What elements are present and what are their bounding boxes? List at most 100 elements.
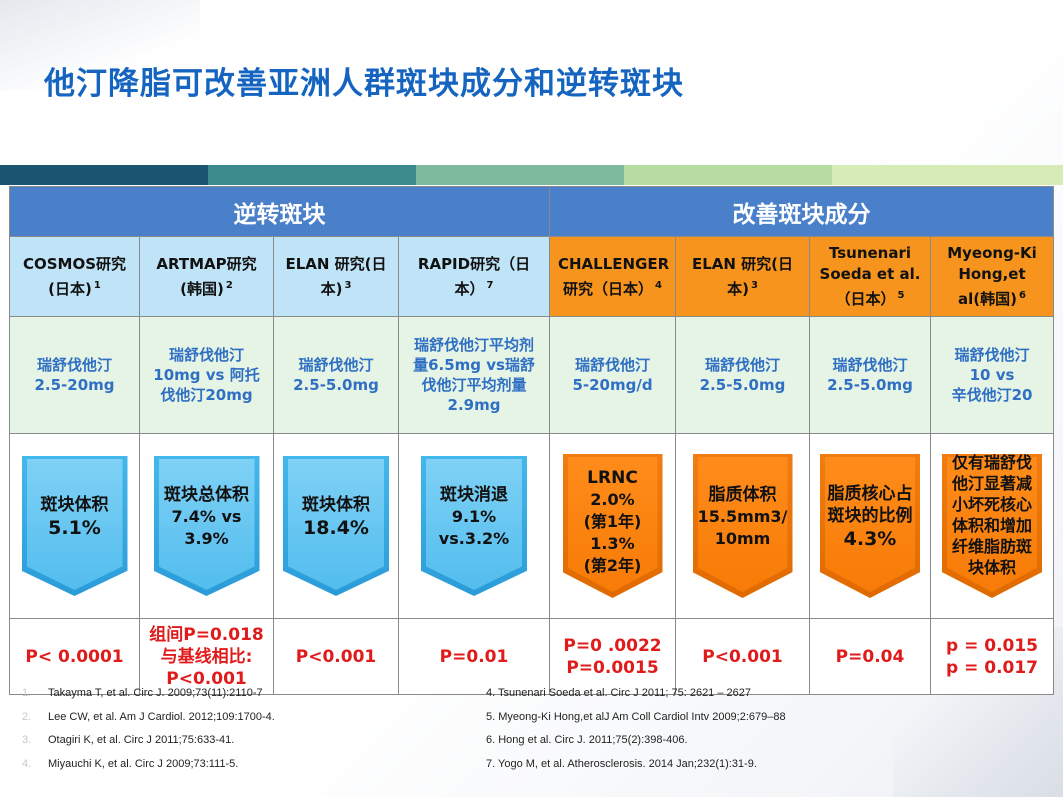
result-text: 斑块消退 9.1% vs.3.2% <box>439 484 509 568</box>
result-label: 斑块总体积 <box>164 485 249 505</box>
result-label: 脂质核心占斑块的比例 <box>827 484 913 526</box>
result-cell: LRNC 2.0% (第1年) 1.3% (第2年) <box>549 433 676 619</box>
group-header-row: 逆转斑块 改善斑块成分 <box>9 186 1054 237</box>
reference-index: 4. <box>22 757 32 770</box>
reference-text: Lee CW, et al. Am J Cardiol. 2012;109:17… <box>48 710 275 723</box>
study-name: Myeong-Ki Hong,et al(韩国) <box>947 244 1037 308</box>
arrow-fill <box>26 459 123 590</box>
result-label: 斑块体积 <box>302 495 370 515</box>
reference-number: 4 <box>655 279 662 291</box>
result-label: 斑块消退 <box>440 485 508 505</box>
dose-cell: 瑞舒伐他汀平均剂量6.5mg vs瑞舒伐他汀平均剂量2.9mg <box>398 316 550 434</box>
study-name: RAPID研究（日本） <box>417 254 531 298</box>
pvalue-cell: P=0.04 <box>809 618 931 695</box>
reference-index: 1. <box>22 687 32 699</box>
study-name: CHALLENGER 研究（日本） <box>558 254 670 298</box>
reference-number: 2 <box>225 279 233 291</box>
study-name-cell: ELAN 研究(日本) 3 <box>675 236 810 317</box>
arrow-fill <box>825 457 915 592</box>
result-cell: 仅有瑞舒伐他汀显著减小坏死核心体积和增加纤维脂肪斑块体积 <box>930 433 1054 619</box>
study-name: ELAN 研究(日本) <box>691 254 794 298</box>
dose-text: 瑞舒伐他汀平均剂量6.5mg vs瑞舒伐他汀平均剂量2.9mg <box>413 336 535 414</box>
dose-text: 瑞舒伐他汀 2.5-5.0mg <box>827 356 913 394</box>
study-name: ELAN 研究(日本) <box>285 254 387 298</box>
result-value: 4.3% <box>843 528 897 550</box>
dose-cell: 瑞舒伐他汀 10mg vs 阿托伐他汀20mg <box>139 316 274 434</box>
arrow-fill <box>288 459 384 590</box>
pvalue-cell: P< 0.0001 <box>9 618 140 695</box>
result-row: 斑块体积 5.1% 斑块总体积 7.4% vs 3.9% 斑块体积 18.4% 斑块消退 9.… <box>9 433 1054 619</box>
references-left: 1. Takayma T, et al. Circ J. 2009;73(11):… <box>22 682 275 776</box>
reference-index: 3. <box>22 734 32 746</box>
pvalue-cell: 组间P=0.018 与基线相比: P<0.001 <box>139 618 274 695</box>
result-value: 15.5mm3/ 10mm <box>697 507 788 548</box>
dose-text: 瑞舒伐他汀 2.5-5.0mg <box>293 356 379 394</box>
dose-cell: 瑞舒伐他汀 10 vs 辛伐他汀20 <box>930 316 1054 434</box>
result-cell: 斑块体积 5.1% <box>9 433 140 619</box>
reference-number: 7 <box>486 279 494 291</box>
reference-item: 4. Tsunenari Soeda et al. Circ J 2011; 7… <box>486 687 751 699</box>
pvalue-row: P< 0.0001 组间P=0.018 与基线相比: P<0.001 P<0.001… <box>9 618 1054 695</box>
result-cell: 斑块消退 9.1% vs.3.2% <box>398 433 550 619</box>
dose-cell: 瑞舒伐他汀 2.5-5.0mg <box>809 316 931 434</box>
pvalue-text: P=0 .0022 P=0.0015 <box>563 635 662 678</box>
group-header-reverse: 逆转斑块 <box>9 186 550 237</box>
result-text: LRNC 2.0% (第1年) 1.3% (第2年) <box>584 467 642 585</box>
dose-cell: 瑞舒伐他汀 2.5-5.0mg <box>675 316 810 434</box>
result-value: 5.1% <box>48 517 101 539</box>
result-text: 脂质核心占斑块的比例 4.3% <box>820 483 920 569</box>
dose-row: 瑞舒伐他汀 2.5-20mg 瑞舒伐他汀 10mg vs 阿托伐他汀20mg 瑞舒伐… <box>9 316 1054 434</box>
color-bar <box>0 165 1063 185</box>
corner-decoration-top <box>0 0 200 90</box>
down-arrow-orange: LRNC 2.0% (第1年) 1.3% (第2年) <box>562 454 663 598</box>
arrow-fill <box>426 459 522 590</box>
reference-item: 6. Hong et al. Circ J. 2011;75(2):398-40… <box>486 734 688 746</box>
result-text: 斑块总体积 7.4% vs 3.9% <box>164 484 249 568</box>
result-cell: 斑块总体积 7.4% vs 3.9% <box>139 433 274 619</box>
result-cell: 斑块体积 18.4% <box>273 433 399 619</box>
study-name-cell: CHALLENGER 研究（日本） 4 <box>549 236 676 317</box>
result-label: LRNC <box>587 468 638 488</box>
color-bar-segment <box>624 165 832 185</box>
study-row: COSMOS研究(日本) 1 ARTMAP研究(韩国) 2 ELAN 研究(日本) 3 RA… <box>9 236 1054 317</box>
reference-item: 3. Otagiri K, et al. Circ J 2011;75:633-4… <box>22 729 275 753</box>
pvalue-text: p = 0.015 p = 0.017 <box>945 635 1039 678</box>
references-right: 4. Tsunenari Soeda et al. Circ J 2011; 7… <box>486 682 786 776</box>
study-name-cell: RAPID研究（日本） 7 <box>398 236 550 317</box>
result-label: 斑块体积 <box>40 495 109 515</box>
down-arrow-orange: 脂质核心占斑块的比例 4.3% <box>820 454 920 598</box>
result-label: 仅有瑞舒伐他汀显著减小坏死核心体积和增加纤维脂肪斑块体积 <box>951 453 1032 577</box>
arrow-fill <box>158 459 255 590</box>
study-name: COSMOS研究(日本) <box>22 254 127 298</box>
reference-item: 5. Myeong-Ki Hong,et alJ Am Coll Cardiol… <box>486 710 786 723</box>
result-value: 9.1% vs.3.2% <box>438 507 510 548</box>
reference-item: 2. Lee CW, et al. Am J Cardiol. 2012;109:… <box>22 706 275 730</box>
pvalue-text: P<0.001 <box>702 646 783 667</box>
pvalue-text: P<0.001 <box>295 646 377 667</box>
study-name-cell: ARTMAP研究(韩国) 2 <box>139 236 274 317</box>
dose-text: 瑞舒伐他汀 2.5-20mg <box>34 356 115 394</box>
dose-text: 瑞舒伐他汀 2.5-5.0mg <box>699 356 786 394</box>
reference-number: 3 <box>750 279 758 291</box>
pvalue-text: 组间P=0.018 与基线相比: P<0.001 <box>149 624 264 689</box>
color-bar-segment <box>208 165 416 185</box>
pvalue-text: P=0.04 <box>835 646 905 667</box>
down-arrow-orange: 脂质体积 15.5mm3/ 10mm <box>692 454 793 598</box>
reference-item: 1. Takayma T, et al. Circ J. 2009;73(11):… <box>22 682 275 706</box>
reference-number: 6 <box>1019 290 1026 301</box>
pvalue-text: P< 0.0001 <box>25 646 124 667</box>
reference-number: 3 <box>344 279 352 291</box>
study-name-cell: Myeong-Ki Hong,et al(韩国) 6 <box>930 236 1054 317</box>
reference-text: Takayma T, et al. Circ J. 2009;73(11):21… <box>48 687 263 699</box>
pvalue-cell: P=0 .0022 P=0.0015 <box>549 618 676 695</box>
down-arrow-blue: 斑块消退 9.1% vs.3.2% <box>421 456 527 596</box>
comparison-table: 逆转斑块 改善斑块成分 COSMOS研究(日本) 1 ARTMAP研究(韩国) 2 EL… <box>9 186 1054 695</box>
result-value: 18.4% <box>303 517 369 539</box>
dose-text: 瑞舒伐他汀 10 vs 辛伐他汀20 <box>951 346 1033 404</box>
pvalue-cell: P=0.01 <box>398 618 550 695</box>
reference-index: 2. <box>22 710 32 723</box>
result-text: 斑块体积 18.4% <box>302 494 370 558</box>
result-text: 斑块体积 5.1% <box>41 494 109 558</box>
result-cell: 脂质体积 15.5mm3/ 10mm <box>675 433 810 619</box>
arrow-fill <box>947 457 1037 592</box>
